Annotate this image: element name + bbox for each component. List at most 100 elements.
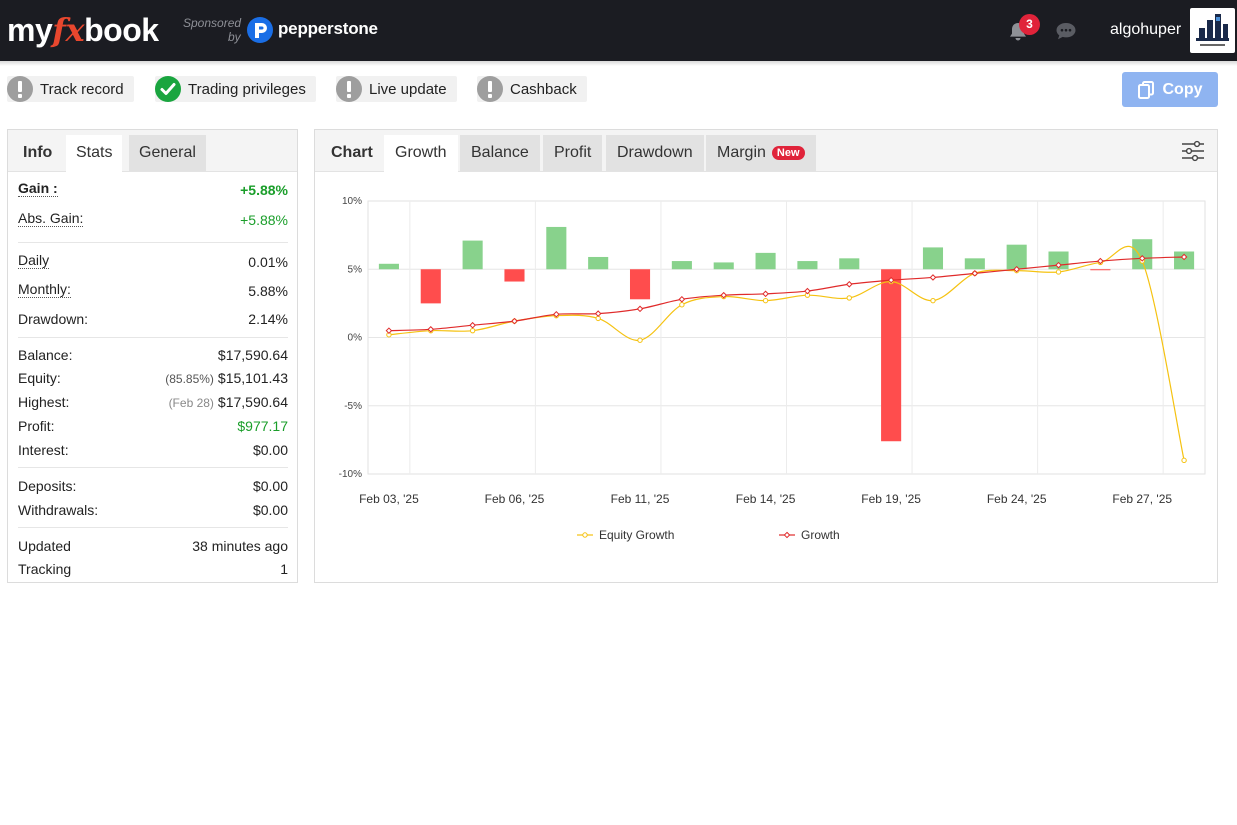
deposits-row: Deposits: $0.00 (18, 476, 288, 496)
equity-growth-point (469, 327, 476, 334)
chart-bar (629, 269, 651, 300)
highest-label: Highest: (18, 394, 70, 410)
sponsor-name[interactable]: pepperstone (278, 19, 378, 38)
x-tick-label: Feb 19, '25 (861, 492, 921, 506)
stats-panel: Info Stats General Gain : +5.88% Abs. Ga… (7, 129, 298, 583)
logo-fx: fx (52, 11, 85, 49)
equity-label: Equity: (18, 370, 61, 386)
y-tick-label: 0% (348, 333, 363, 344)
y-tick-label: -10% (339, 469, 362, 480)
tab-profit[interactable]: Profit (543, 135, 603, 171)
deposits-label: Deposits: (18, 478, 77, 494)
chart-bar (839, 258, 860, 270)
chart-bar (1006, 244, 1027, 270)
profit-row: Profit: $977.17 (18, 416, 288, 436)
copy-button[interactable]: Copy (1122, 72, 1218, 107)
exclamation-icon (477, 76, 503, 102)
daily-value: 0.01% (248, 254, 288, 270)
highest-amount: $17,590.64 (217, 394, 288, 410)
divider (18, 337, 288, 338)
username-link[interactable]: algohuper (1110, 21, 1182, 38)
pepperstone-logo-icon[interactable] (247, 17, 273, 43)
growth-point (1138, 255, 1146, 262)
equity-growth-point (1055, 269, 1062, 275)
badge-label: Track record (40, 80, 124, 98)
tab-chart[interactable]: Chart (331, 144, 373, 161)
chart-bar (1132, 239, 1153, 270)
tab-growth[interactable]: Growth (384, 135, 458, 172)
chart-bar (1090, 269, 1111, 271)
tracking-label: Tracking (18, 561, 72, 577)
y-tick-label: 10% (342, 196, 362, 207)
growth-point (1055, 261, 1062, 269)
navbar-shadow (0, 61, 1237, 66)
monthly-value: 5.88% (248, 283, 288, 299)
tab-general[interactable]: General (129, 135, 206, 171)
badge-label: Cashback (510, 80, 577, 98)
highest-value: (Feb 28) $17,590.64 (169, 392, 288, 413)
chart-bar (1174, 251, 1195, 270)
growth-point (720, 291, 728, 299)
gain-label[interactable]: Gain : (18, 180, 58, 197)
growth-point (511, 317, 518, 325)
y-tick-label: 5% (348, 264, 363, 275)
tab-info[interactable]: Info (23, 144, 53, 161)
gain-value: +5.88% (240, 182, 288, 198)
chart-bar (588, 256, 609, 270)
chart-bar (504, 269, 525, 282)
x-tick-label: Feb 06, '25 (485, 492, 545, 506)
abs-gain-label[interactable]: Abs. Gain: (18, 210, 84, 227)
interest-value: $0.00 (252, 442, 288, 458)
growth-point (594, 310, 602, 317)
sliders-icon[interactable] (1181, 139, 1205, 163)
growth-point (469, 321, 476, 329)
trading-privileges-badge[interactable]: Trading privileges (155, 76, 316, 102)
legend-equity-growth: Equity Growth (599, 528, 674, 542)
drawdown-label: Drawdown: (18, 311, 89, 327)
chart-bar (546, 226, 567, 270)
tab-stats[interactable]: Stats (66, 135, 123, 172)
chart-bar (922, 247, 944, 270)
track-record-badge[interactable]: Track record (7, 76, 134, 102)
highest-row: Highest: (Feb 28) $17,590.64 (18, 392, 288, 412)
daily-label[interactable]: Daily (18, 252, 50, 269)
tab-margin[interactable]: Margin New (706, 135, 816, 171)
notification-count-badge[interactable]: 3 (1019, 14, 1040, 35)
growth-point (971, 270, 979, 277)
growth-point (1180, 253, 1188, 261)
x-tick-label: Feb 03, '25 (359, 492, 419, 506)
y-tick-label: -5% (344, 401, 362, 412)
new-badge: New (771, 146, 805, 160)
monthly-label[interactable]: Monthly: (18, 281, 71, 298)
equity-growth-point (637, 337, 643, 343)
growth-point (762, 290, 769, 298)
legend-growth: Growth (801, 528, 840, 542)
growth-point (1013, 265, 1020, 273)
abs-gain-value: +5.88% (240, 212, 288, 228)
tab-margin-label: Margin (717, 144, 766, 161)
withdrawals-label: Withdrawals: (18, 502, 99, 518)
live-update-badge[interactable]: Live update (336, 76, 457, 102)
avatar[interactable] (1190, 8, 1235, 53)
drawdown-value: 2.14% (248, 311, 288, 327)
cashback-badge[interactable]: Cashback (477, 76, 587, 102)
profit-label: Profit: (18, 418, 55, 434)
updated-row: Updated 38 minutes ago (18, 536, 288, 556)
chart-bar (378, 263, 399, 270)
gain-row: Gain : +5.88% (18, 180, 288, 200)
tab-balance[interactable]: Balance (460, 135, 540, 171)
interest-row: Interest: $0.00 (18, 440, 288, 460)
growth-chart[interactable]: 10% 5% 0% -5% -10% Feb 03, '25 Feb 06, '25 Feb … (315, 172, 1217, 582)
myfxbook-logo[interactable]: myfxbook (7, 12, 159, 48)
daily-row: Daily 0.01% (18, 252, 288, 272)
chat-bubble-icon[interactable] (1055, 21, 1077, 41)
top-navbar: myfxbook Sponsored by pepperstone 3 algo… (0, 0, 1237, 61)
equity-row: Equity: (85.85%) $15,101.43 (18, 368, 288, 388)
withdrawals-value: $0.00 (252, 502, 288, 518)
growth-point (553, 310, 560, 318)
balance-row: Balance: $17,590.64 (18, 345, 288, 365)
divider (18, 467, 288, 468)
equity-growth-point (846, 295, 852, 301)
tab-drawdown[interactable]: Drawdown (606, 135, 704, 171)
sponsored-text: Sponsored by (183, 16, 241, 44)
